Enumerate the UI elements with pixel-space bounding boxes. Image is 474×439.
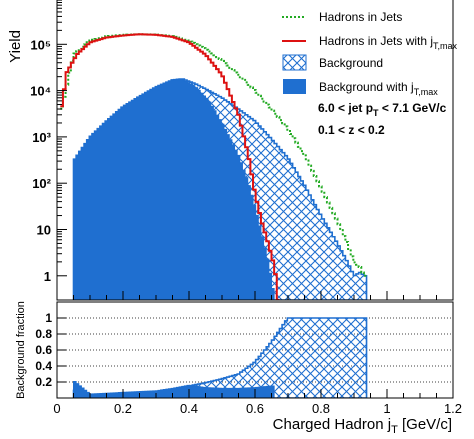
x-tick-label: 0: [53, 401, 60, 416]
x-tick-label: 1.2: [444, 401, 462, 416]
legend-swatch-background-jtmax: [283, 79, 306, 94]
legend-label-background: Background: [319, 56, 383, 70]
y-tick-label: 10²: [32, 176, 51, 191]
x-axis-title: Charged Hadron jT [GeV/c]: [273, 416, 452, 436]
top-panel-lines: [60, 33, 367, 300]
legend: Hadrons in Jets Hadrons in Jets with jT,…: [282, 10, 458, 137]
x-tick-label: 0.2: [114, 401, 132, 416]
legend-label-hadrons-jtmax: Hadrons in Jets with jT,max: [319, 34, 458, 51]
x-tick-label: 1: [383, 401, 390, 416]
ratio-y-axis-title: Background fraction: [15, 301, 27, 399]
annotation-z-range: 0.1 < z < 0.2: [318, 123, 385, 137]
ratio-panel-axes: 0.20.40.60.810 0.2 0.4 0.6 0.8 1 1.2: [35, 311, 462, 416]
series-background-jtmax: [73, 78, 277, 300]
ratio-panel-fills: [72, 317, 368, 398]
legend-label-background-jtmax: Background with jT,max: [319, 80, 438, 97]
y-tick-label: 10³: [32, 130, 51, 145]
ratio-y-tick-label: 0.4: [35, 359, 52, 373]
top-panel-axes: 1 10 10² 10³ 10⁴ 10⁵: [30, 0, 454, 300]
series-hadrons-jtmax: [60, 33, 280, 300]
x-tick-label: 0.4: [180, 401, 198, 416]
ratio-y-tick-label: 0.6: [35, 343, 52, 357]
top-panel-fills: [72, 78, 368, 300]
ratio-y-tick-label: 0.2: [35, 375, 52, 389]
y-axis-title: Yield: [7, 30, 24, 63]
legend-swatch-background: [282, 54, 307, 71]
annotation-jet-pt: 6.0 < jet pT < 7.1 GeV/c: [318, 101, 447, 118]
x-tick-label: 0.8: [312, 401, 330, 416]
y-tick-label: 10: [37, 222, 51, 237]
x-tick-label: 0.6: [246, 401, 264, 416]
y-tick-label: 10⁴: [30, 84, 51, 99]
y-tick-label: 10⁵: [30, 37, 51, 52]
ratio-y-tick-label: 0.8: [35, 327, 52, 341]
ratio-y-tick-label: 1: [45, 311, 52, 325]
ratio-background-jtmax: [73, 380, 275, 398]
y-tick-label: 1: [44, 269, 51, 284]
legend-label-hadrons: Hadrons in Jets: [319, 10, 402, 24]
ratio-background: [72, 317, 368, 398]
series-hadrons-in-jets: [60, 33, 367, 277]
